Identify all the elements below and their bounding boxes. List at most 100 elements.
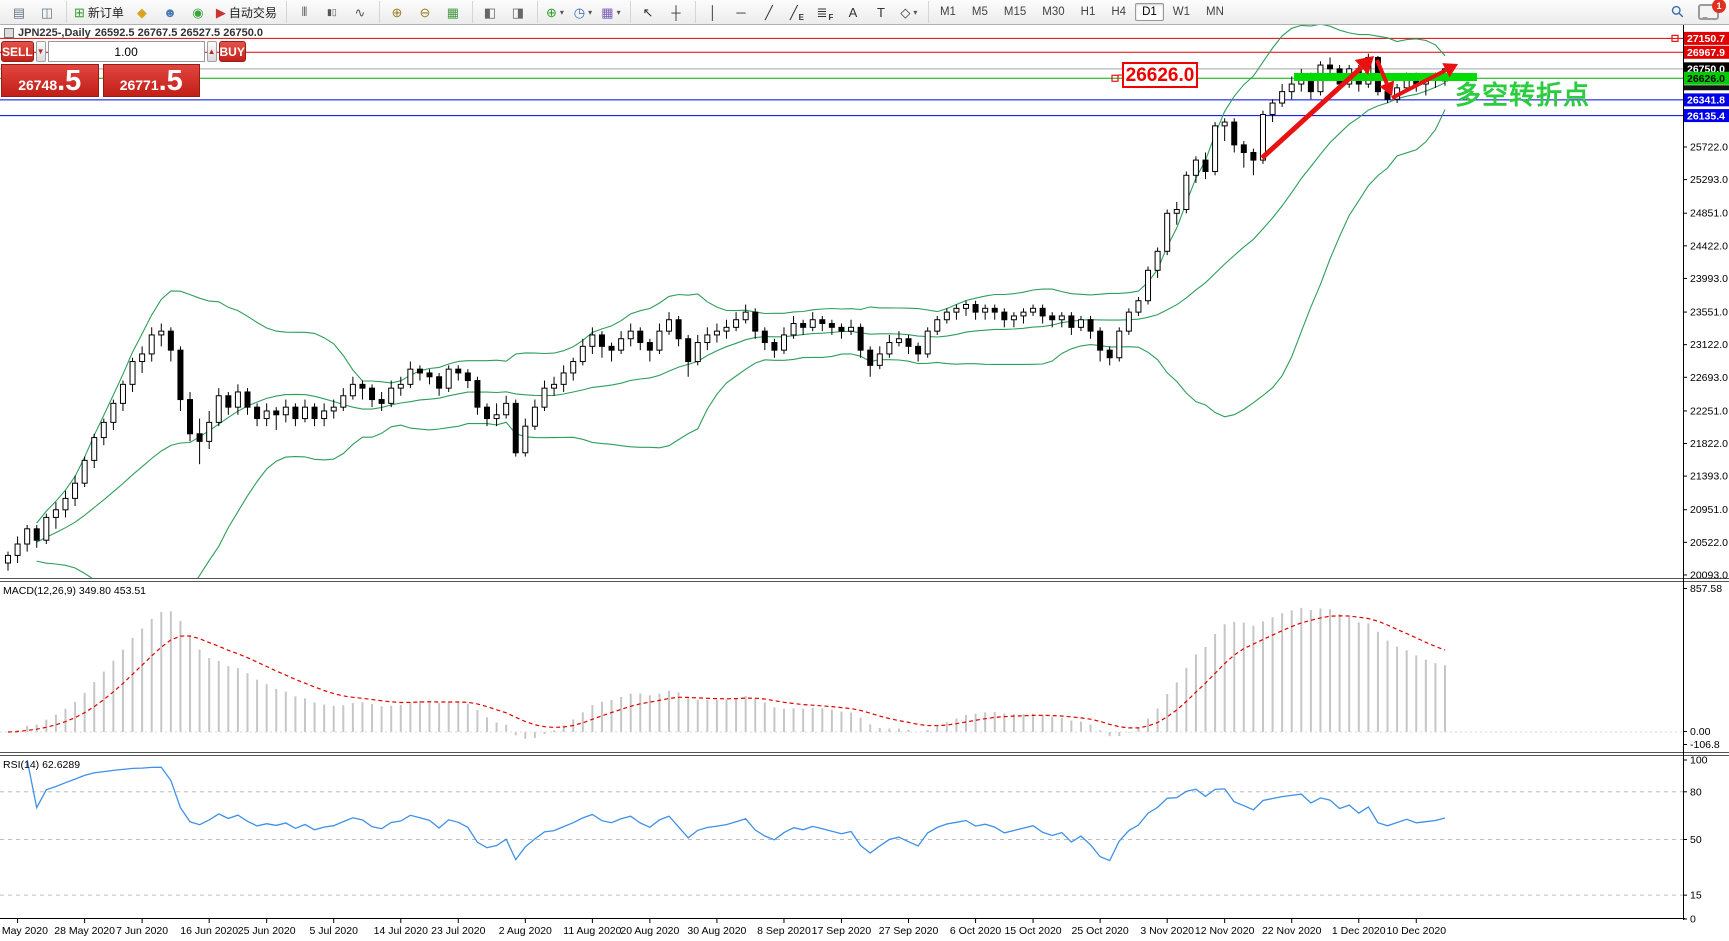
sell-price-pips: .5 — [57, 65, 82, 97]
timeframe-m5[interactable]: M5 — [971, 6, 988, 18]
tile-windows-button[interactable]: ▦ — [439, 1, 467, 23]
candle — [1058, 312, 1065, 328]
community-icon: ☻ — [163, 4, 177, 20]
text-label-button[interactable]: T — [867, 1, 895, 23]
hline-27150.7[interactable] — [0, 34, 1683, 42]
templates-button[interactable]: ▦ ▾ — [597, 1, 625, 23]
candle — [1135, 296, 1142, 316]
candle — [790, 315, 797, 339]
candle — [349, 376, 356, 400]
market-button[interactable]: ◆ — [128, 1, 156, 23]
candle — [311, 403, 318, 427]
timeframe-m15[interactable]: M15 — [1003, 6, 1027, 18]
chart-profiles-button[interactable]: ◫ — [33, 1, 61, 23]
line-chart-button[interactable]: ∿ — [346, 1, 374, 23]
candle — [1164, 209, 1171, 256]
periods-button[interactable]: ◷ ▾ — [569, 1, 597, 23]
timeframe-w1[interactable]: W1 — [1172, 6, 1191, 18]
toolbar-groups: ▤ ◫ ⊞ 新订单 ◆ ☻ ◉ ▶ 自动交易 ||| ▮▯ ∿ ⊕ ⊖ ▦ ◧ ◨ ⊕ ▾ ◷ ▾ ▦ ▾ ↖ ┼ │ ─ ╱ ╱ E ≣ F… — [0, 1, 926, 23]
horizontal-line-button[interactable]: ─ — [727, 1, 755, 23]
equidistant-channel-badge: E — [798, 13, 805, 22]
auto-scroll-button[interactable]: ◧ — [476, 1, 504, 23]
buy-button[interactable]: BUY — [218, 41, 246, 62]
search-icon[interactable]: ⚲ — [1668, 2, 1689, 23]
buy-price-display[interactable]: 26771 .5 — [102, 64, 200, 97]
pane-separator[interactable] — [0, 578, 1729, 582]
date-axis-label: 10 Dec 2020 — [1386, 925, 1446, 937]
cursor-button[interactable]: ↖ — [634, 1, 662, 23]
indicators-button[interactable]: ⊕ ▾ — [541, 1, 569, 23]
timeframe-h4[interactable]: H4 — [1111, 6, 1127, 18]
auto-trading-button[interactable]: ▶ 自动交易 — [212, 1, 281, 23]
date-axis-label: 25 Jun 2020 — [238, 925, 296, 937]
trendline-button[interactable]: ╱ — [755, 1, 783, 23]
candle — [1087, 315, 1094, 339]
candle — [292, 403, 299, 427]
volume-decrease-button[interactable]: ▼ — [35, 41, 46, 62]
text-button[interactable]: A — [839, 1, 867, 23]
new-order-button[interactable]: ⊞ 新订单 — [70, 1, 128, 23]
trend-arrow-1[interactable] — [1260, 56, 1374, 160]
equidistant-channel-button[interactable]: ╱ E — [783, 1, 811, 23]
price-scale-label-26626.0: 26626.0 — [1684, 71, 1729, 85]
pane-separator[interactable] — [0, 752, 1729, 756]
sell-price-display[interactable]: 26748 .5 — [1, 64, 99, 97]
candle — [867, 346, 874, 377]
vertical-line-button[interactable]: │ — [699, 1, 727, 23]
new-order-label: 新订单 — [87, 5, 124, 20]
community-button[interactable]: ☻ — [156, 1, 184, 23]
shapes-button[interactable]: ◇ ▾ — [895, 1, 923, 23]
timeframe-m1[interactable]: M1 — [939, 6, 956, 18]
chart-shift-button[interactable]: ◨ — [504, 1, 532, 23]
price-annotation-box[interactable]: 26626.0 — [1118, 62, 1198, 88]
candle — [148, 327, 155, 362]
trend-arrow-3[interactable] — [1391, 63, 1458, 100]
candle — [694, 334, 701, 366]
volume-input[interactable] — [47, 41, 205, 62]
price-scale-tick: 25293.0 — [1690, 174, 1728, 186]
volume-increase-button[interactable]: ▲ — [206, 41, 217, 62]
timeframe-mn[interactable]: MN — [1206, 6, 1224, 18]
signals-button[interactable]: ◉ — [184, 1, 212, 23]
line-anchor-marker[interactable] — [1671, 34, 1679, 42]
chinese-annotation-text[interactable]: 多空转折点 — [1455, 80, 1590, 110]
price-scale-label-26135.4: 26135.4 — [1684, 109, 1729, 122]
date-axis-label: 23 Jul 2020 — [431, 925, 485, 937]
fibonacci-button[interactable]: ≣ F — [811, 1, 839, 23]
timeframe-d1[interactable]: D1 — [1135, 3, 1164, 21]
svg-text:26626.0: 26626.0 — [1687, 73, 1725, 85]
candle — [52, 502, 59, 529]
candle — [963, 300, 969, 316]
bar-chart-button[interactable]: ||| — [290, 1, 318, 23]
svg-text:26135.4: 26135.4 — [1687, 110, 1725, 122]
candle — [43, 513, 50, 545]
price-scale-tick: 20093.0 — [1690, 569, 1728, 581]
price-scale-tick: 20951.0 — [1690, 504, 1728, 516]
timeframe-m30[interactable]: M30 — [1042, 6, 1065, 18]
toolbar: ▤ ◫ ⊞ 新订单 ◆ ☻ ◉ ▶ 自动交易 ||| ▮▯ ∿ ⊕ ⊖ ▦ ◧ ◨ ⊕ ▾ ◷ ▾ ▦ ▾ ↖ ┼ │ ─ ╱ ╱ E ≣ F… — [0, 0, 1729, 25]
chart-shift-icon: ◨ — [511, 4, 525, 20]
candle — [551, 376, 558, 396]
trade-panel-prices: 26748 .5 26771 .5 — [1, 64, 200, 97]
buy-price-pips: .5 — [158, 65, 183, 97]
line-anchor-marker[interactable] — [1111, 74, 1119, 82]
new-chart-button[interactable]: ▤ — [5, 1, 33, 23]
timeframe-h1[interactable]: H1 — [1080, 6, 1096, 18]
candle — [455, 365, 462, 381]
price-scale-tick: 24422.0 — [1690, 240, 1728, 252]
candle — [953, 304, 960, 320]
zoom-in-button[interactable]: ⊕ — [383, 1, 411, 23]
crosshair-button[interactable]: ┼ — [662, 1, 690, 23]
bollinger-upper — [36, 25, 1446, 524]
zoom-out-button[interactable]: ⊖ — [411, 1, 439, 23]
candle — [1030, 304, 1037, 316]
trend-arrow-2[interactable] — [1375, 59, 1395, 96]
candle — [139, 346, 146, 373]
chat-icon[interactable]: 1 — [1698, 0, 1726, 20]
candlestick-chart-button[interactable]: ▮▯ — [318, 1, 346, 23]
sell-button[interactable]: SELL — [1, 41, 34, 62]
candle — [934, 315, 941, 335]
candle — [656, 323, 663, 354]
price-scale-tick: 21822.0 — [1690, 438, 1728, 450]
